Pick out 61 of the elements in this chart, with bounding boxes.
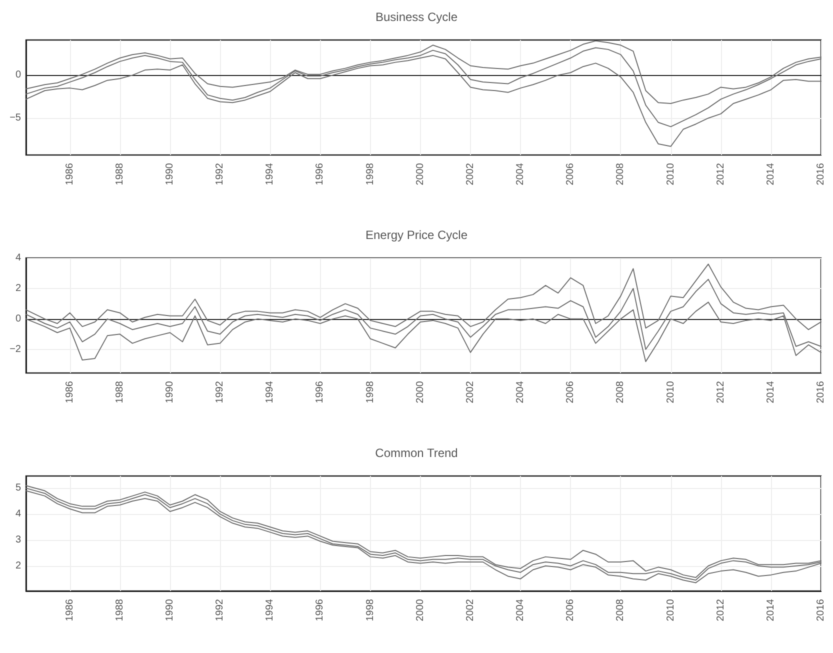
x-tick-label: 1998 [364, 162, 376, 186]
x-tick-label: 1986 [64, 162, 76, 186]
x-tick-label: 1988 [114, 380, 126, 404]
y-tick-label: 2 [15, 282, 22, 294]
x-tick-label: 1992 [214, 162, 226, 186]
x-tick-label: 2006 [565, 598, 576, 622]
x-tick-label: 2014 [765, 162, 776, 186]
x-tick-label: 2014 [765, 598, 776, 622]
chart-title: Common Trend [375, 446, 458, 460]
y-tick-label: −2 [10, 344, 22, 355]
x-tick-label: 1996 [314, 598, 326, 622]
x-tick-label: 2010 [665, 598, 676, 622]
x-tick-label: 1998 [364, 598, 376, 622]
x-tick-label: 2016 [816, 380, 826, 404]
chart-title: Business Cycle [375, 10, 458, 24]
x-tick-label: 1994 [264, 598, 276, 622]
x-tick-label: 1994 [264, 162, 276, 186]
x-tick-label: 1996 [314, 380, 326, 404]
y-tick-label: 4 [15, 508, 22, 520]
y-tick-label: 0 [15, 313, 22, 324]
y-tick-label: 4 [15, 252, 22, 264]
x-tick-label: 1990 [164, 162, 176, 186]
x-tick-label: 2006 [565, 380, 576, 404]
x-tick-label: 2008 [615, 598, 626, 622]
x-tick-label: 2000 [414, 162, 426, 186]
y-tick-label: 3 [15, 534, 22, 546]
x-tick-label: 2012 [715, 598, 726, 622]
x-tick-label: 2012 [715, 162, 726, 186]
y-tick-label: −5 [10, 112, 22, 124]
y-tick-label: 5 [15, 482, 22, 494]
x-tick-label: 1986 [64, 380, 76, 404]
x-tick-label: 1990 [164, 380, 176, 404]
x-tick-label: 2010 [665, 162, 676, 186]
y-tick-label: 2 [15, 560, 22, 572]
x-tick-label: 2012 [715, 380, 726, 404]
x-tick-label: 1998 [364, 380, 376, 404]
x-tick-label: 2004 [515, 380, 526, 404]
x-tick-label: 2010 [665, 380, 676, 404]
x-tick-label: 2004 [515, 162, 526, 186]
x-tick-label: 1988 [114, 598, 126, 622]
x-tick-label: 1994 [264, 380, 276, 404]
x-tick-label: 1988 [114, 162, 126, 186]
x-tick-label: 2000 [414, 380, 426, 404]
y-tick-label: 0 [15, 70, 22, 81]
x-tick-label: 1990 [164, 598, 176, 622]
x-tick-label: 2004 [515, 598, 526, 622]
x-tick-label: 2008 [615, 380, 626, 404]
x-tick-label: 2016 [816, 598, 826, 622]
chart-title: Energy Price Cycle [365, 228, 468, 242]
x-tick-label: 1986 [64, 598, 76, 622]
x-tick-label: 2000 [414, 598, 426, 622]
x-tick-label: 2002 [464, 598, 476, 622]
x-tick-label: 2002 [464, 162, 476, 186]
x-tick-label: 2014 [765, 380, 776, 404]
x-tick-label: 2008 [615, 162, 626, 186]
x-tick-label: 2016 [816, 162, 826, 186]
x-tick-label: 1992 [214, 598, 226, 622]
x-tick-label: 1992 [214, 380, 226, 404]
x-tick-label: 2002 [464, 380, 476, 404]
x-tick-label: 2006 [565, 162, 576, 186]
x-tick-label: 1996 [314, 162, 326, 186]
